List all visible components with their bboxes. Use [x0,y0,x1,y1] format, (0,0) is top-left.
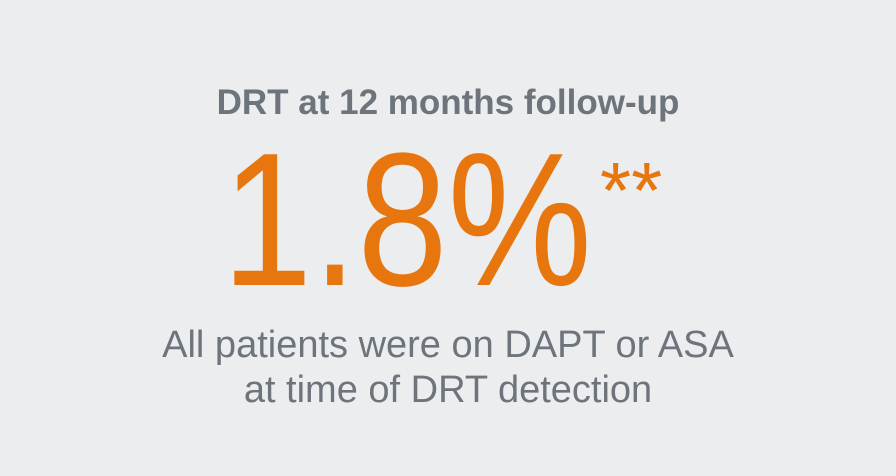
stat-footnote-marker: ** [600,146,662,235]
caption-line: All patients were on DAPT or ASA [162,324,734,366]
heading: DRT at 12 months follow-up [217,83,680,122]
stat-value: 1.8% [222,114,592,326]
caption-line: at time of DRT detection [244,369,652,411]
